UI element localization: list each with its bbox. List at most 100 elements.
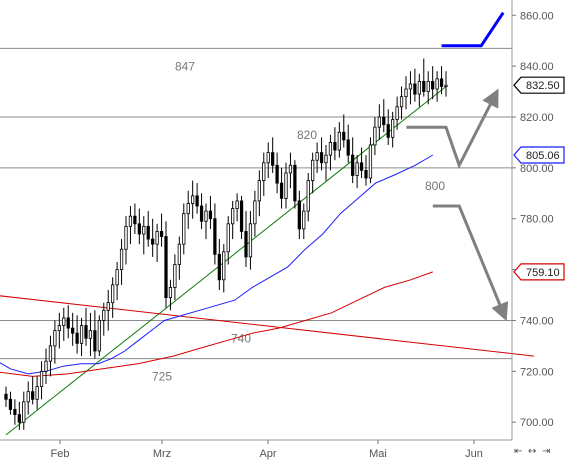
y-tick-label-720: 720.00 xyxy=(520,366,554,378)
x-tick-label-Mai: Mai xyxy=(369,448,387,460)
candle-body-91 xyxy=(408,83,413,90)
y-tick-label-740: 740.00 xyxy=(520,315,554,327)
price-badge-1: 805.06 xyxy=(513,146,565,164)
x-tick-label-Mrz: Mrz xyxy=(153,448,171,460)
candle-body-43 xyxy=(195,195,199,207)
price-badge-0: 832.50 xyxy=(513,76,565,94)
candle-body-52 xyxy=(235,200,239,209)
x-tick-label-Feb: Feb xyxy=(51,448,70,460)
candle-body-81 xyxy=(364,170,368,179)
candle-body-2 xyxy=(13,409,17,415)
candle-body-65 xyxy=(293,164,297,202)
candle-body-93 xyxy=(417,80,421,95)
candle-body-94 xyxy=(422,80,426,92)
candle-body-54 xyxy=(244,231,248,258)
candle-body-87 xyxy=(391,119,395,138)
candle-body-24 xyxy=(111,284,115,304)
candle-body-23 xyxy=(106,302,110,311)
indicator-line-0 xyxy=(5,86,447,436)
y-tick-label-800: 800.00 xyxy=(520,163,554,175)
candle-body-42 xyxy=(191,195,195,204)
candle-body-70 xyxy=(315,152,319,161)
level-label-847: 847 xyxy=(175,59,195,73)
candle-body-7 xyxy=(35,386,39,400)
candle-body-15 xyxy=(71,327,75,334)
y-tick-label-780: 780.00 xyxy=(520,214,554,226)
candle-body-1 xyxy=(8,398,13,410)
candle-body-83 xyxy=(373,126,377,146)
candle-body-16 xyxy=(75,332,79,344)
candle-body-73 xyxy=(328,142,333,156)
candle-body-27 xyxy=(124,225,128,250)
scroll-right-icon[interactable]: ⇥ xyxy=(542,446,551,457)
candle-body-95 xyxy=(426,80,430,92)
candle-body-48 xyxy=(217,253,221,281)
candle-body-45 xyxy=(204,210,208,222)
candle-body-86 xyxy=(386,124,390,138)
candle-body-79 xyxy=(355,162,359,176)
candle-body-44 xyxy=(199,205,204,222)
candle-body-26 xyxy=(119,248,124,270)
y-tick-label-820: 820.00 xyxy=(520,112,554,124)
price-badge-frame-1 xyxy=(513,146,565,164)
candle-body-80 xyxy=(359,162,364,171)
scroll-left-icon[interactable]: ⇤ xyxy=(514,446,523,457)
candle-body-66 xyxy=(297,200,301,230)
candle-body-88 xyxy=(395,106,399,120)
price-badge-2: 759.10 xyxy=(513,263,565,281)
candle-body-9 xyxy=(44,360,48,372)
candle-body-3 xyxy=(17,414,21,423)
scenario-arrow-1 xyxy=(406,88,499,170)
candle-body-74 xyxy=(333,142,337,151)
x-tick-label-Jun: Jun xyxy=(465,448,483,460)
candle-body-41 xyxy=(186,203,190,215)
candle-body-14 xyxy=(66,317,70,329)
candle-body-4 xyxy=(22,401,26,423)
candle-body-0 xyxy=(4,393,8,400)
candle-body-25 xyxy=(115,269,119,286)
candle-body-75 xyxy=(337,131,341,151)
candle-body-55 xyxy=(248,223,253,258)
candle-body-50 xyxy=(226,223,230,253)
candle-body-40 xyxy=(182,213,186,245)
candle-body-62 xyxy=(279,182,284,199)
level-label-820: 820 xyxy=(297,128,317,142)
candle-body-97 xyxy=(435,78,439,90)
price-badge-label-0: 832.50 xyxy=(526,80,560,92)
candle-body-31 xyxy=(142,225,146,235)
price-badge-frame-2 xyxy=(513,263,565,281)
candle-body-18 xyxy=(84,325,88,339)
candle-body-53 xyxy=(239,200,244,232)
indicator-line-2 xyxy=(0,154,434,375)
candle-body-28 xyxy=(128,215,133,227)
candle-body-17 xyxy=(79,325,84,344)
candle-body-5 xyxy=(26,391,30,403)
candle-body-22 xyxy=(102,309,106,321)
candle-body-34 xyxy=(155,231,159,245)
price-badges: 832.50 805.06 759.10 xyxy=(513,76,565,281)
candle-body-47 xyxy=(213,218,217,255)
candle-body-82 xyxy=(368,144,373,179)
candle-body-89 xyxy=(399,96,404,108)
y-tick-label-700: 700.00 xyxy=(520,417,554,429)
scenario-arrow-0 xyxy=(441,11,505,48)
candle-body-61 xyxy=(275,164,279,184)
candle-body-21 xyxy=(97,320,101,352)
candle-body-6 xyxy=(31,391,35,400)
x-tick-label-Apr: Apr xyxy=(259,448,276,460)
candle-body-38 xyxy=(173,264,177,288)
level-label-800: 800 xyxy=(425,179,445,193)
price-badge-label-1: 805.06 xyxy=(526,150,560,162)
candle-body-20 xyxy=(93,330,97,352)
candle-body-29 xyxy=(133,215,137,225)
candle-body-35 xyxy=(159,231,164,237)
candle-body-11 xyxy=(53,330,57,347)
candle-body-46 xyxy=(208,210,213,220)
indicator-line-1 xyxy=(0,295,535,357)
candle-body-33 xyxy=(151,238,155,245)
expand-icon[interactable]: ↔ xyxy=(528,446,537,457)
candle-body-49 xyxy=(222,251,226,281)
candle-body-92 xyxy=(413,83,417,95)
